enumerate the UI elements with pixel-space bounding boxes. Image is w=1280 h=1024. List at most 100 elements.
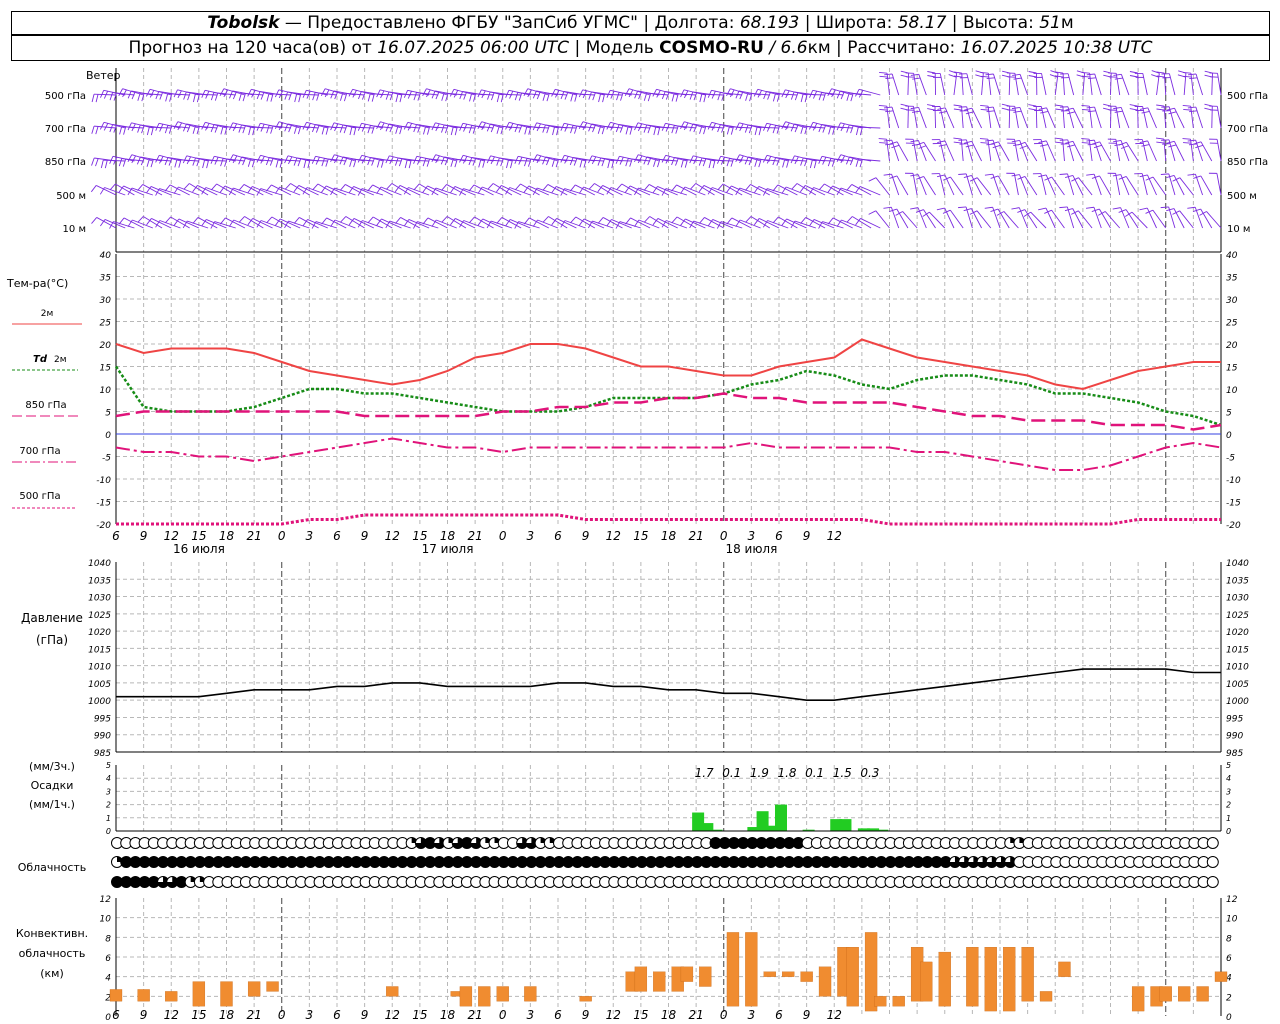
wind-barb-flag: [836, 90, 841, 99]
wind-barb-flag: [201, 90, 206, 98]
wind-barb-flag: [749, 93, 753, 102]
wind-barb-flag: [450, 127, 454, 136]
wind-barb-flag: [113, 157, 118, 165]
convective-bar: [938, 951, 951, 1007]
wind-barb-flag: [634, 90, 639, 99]
wind-barb-flag: [776, 93, 780, 102]
wind-level-label-left: 700 гПа: [45, 124, 86, 135]
wind-barb-shaft: [252, 218, 273, 229]
wind-barb-flag: [781, 121, 786, 129]
wind-barb-flag: [615, 124, 620, 133]
wind-barb-flag: [1040, 144, 1049, 147]
wind-barb-flag: [693, 124, 698, 133]
wind-barb-flag: [352, 90, 357, 98]
wind-barb-flag: [1187, 206, 1196, 209]
wind-barb-flag: [707, 187, 713, 195]
wind-barb-shaft: [1041, 73, 1047, 96]
wind-barb-shaft: [684, 186, 706, 196]
hour-label-bottom: 0: [499, 1008, 507, 1022]
wind-barb-flag: [551, 89, 556, 97]
wind-barb-flag: [699, 125, 703, 134]
convective-bar: [266, 981, 279, 992]
cloud-cover-full: [931, 856, 943, 868]
wind-barb-flag: [1129, 71, 1138, 74]
pressure-ytick-right: 1025: [1226, 611, 1249, 621]
wind-barb-flag: [661, 188, 667, 196]
wind-barb-flag: [119, 126, 123, 135]
wind-barb-flag: [367, 216, 374, 224]
wind-barb-flag: [500, 126, 504, 135]
wind-barb-shaft: [446, 216, 467, 229]
wind-barb-flag: [822, 124, 827, 133]
wind-barb-flag: [214, 124, 219, 133]
convective-bar: [864, 932, 878, 1012]
hour-label-top: 21: [467, 529, 482, 543]
wind-level-label-left: 500 м: [56, 191, 86, 202]
wind-barb-flag: [435, 91, 440, 100]
wind-barb-flag: [588, 91, 592, 100]
wind-barb-shaft: [408, 219, 430, 229]
wind-barb-flag: [735, 219, 741, 227]
precip-ytick-left: 3: [106, 787, 111, 796]
wind-barb-flag: [661, 91, 666, 100]
header-line-2: Прогноз на 120 часа(ов) от 16.07.2025 06…: [11, 35, 1270, 61]
cloud-cover-full: [175, 876, 187, 888]
wind-barb-shaft: [1125, 209, 1139, 229]
hour-label-bottom: 9: [361, 1008, 369, 1022]
wind-barb-flag: [444, 125, 449, 134]
cloud-cover-full: [452, 856, 464, 868]
wind-barb-flag: [490, 156, 495, 165]
wind-barb-flag: [804, 94, 808, 103]
wind-barb-flag: [192, 94, 196, 103]
wind-barb-shaft: [875, 210, 890, 229]
wind-barb-shaft: [1147, 174, 1157, 196]
wind-barb-flag: [486, 220, 492, 229]
wind-barb-shaft: [949, 209, 964, 229]
wind-barb-flag: [164, 184, 171, 192]
cloud-cover-full: [396, 856, 408, 868]
wind-barb-shaft: [528, 185, 549, 196]
altitude-value: 51: [1039, 13, 1061, 33]
wind-barb-flag: [1060, 143, 1069, 145]
wind-barb-flag: [508, 123, 514, 131]
wind-barb-shaft: [564, 220, 586, 229]
wind-barb-flag: [210, 221, 216, 229]
wind-barb-shaft: [501, 217, 522, 229]
wind-barb-flag: [238, 124, 242, 133]
wind-barb-flag: [223, 89, 229, 98]
wind-barb-flag: [500, 94, 504, 103]
wind-barb-shaft: [840, 187, 863, 196]
wind-barb-flag: [251, 90, 256, 98]
wind-barb-flag: [386, 183, 393, 190]
wind-barb-flag: [643, 184, 650, 191]
wind-barb-flag: [173, 218, 180, 226]
wind-barb-flag: [818, 124, 823, 133]
wind-barb-shaft: [934, 105, 936, 129]
wind-barb-shaft: [1206, 211, 1222, 229]
wind-barb-flag: [321, 217, 327, 225]
wind-barb-flag: [385, 220, 391, 229]
wind-barb-flag: [146, 186, 152, 194]
wind-barb-flag: [592, 92, 596, 101]
wind-barb-flag: [730, 158, 734, 167]
wind-barb-flag: [361, 91, 366, 100]
wind-barb-flag: [542, 184, 549, 191]
wind-barb-flag: [150, 159, 154, 168]
wind-barb-flag: [1054, 137, 1063, 140]
cloud-cover-full: [903, 856, 915, 868]
wind-barb-shaft: [665, 188, 688, 196]
wind-barb-flag: [477, 89, 482, 98]
wind-barb-flag: [721, 124, 725, 133]
wind-barb-shaft: [1141, 173, 1148, 196]
wind-barb-flag: [524, 126, 528, 135]
wind-barb-flag: [413, 92, 417, 101]
wind-barb-flag: [224, 126, 228, 135]
wind-barb-flag: [426, 158, 431, 167]
cloud-cover-full: [231, 856, 243, 868]
wind-barb-shaft: [907, 72, 910, 96]
wind-barb-flag: [330, 219, 336, 227]
pressure-ytick-right: 1000: [1226, 697, 1249, 707]
cloud-cover-full: [700, 856, 712, 868]
wind-barb-flag: [367, 93, 371, 102]
